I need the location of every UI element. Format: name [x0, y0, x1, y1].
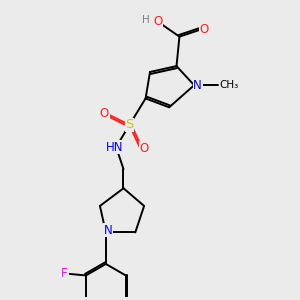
Text: O: O: [140, 142, 149, 155]
Text: CH₃: CH₃: [219, 80, 238, 90]
Text: N: N: [193, 79, 202, 92]
Text: N: N: [104, 224, 112, 237]
Text: F: F: [61, 268, 67, 281]
Text: O: O: [100, 107, 109, 120]
Text: O: O: [153, 15, 163, 28]
Text: S: S: [125, 118, 134, 131]
Text: H: H: [142, 15, 149, 26]
Text: HN: HN: [106, 141, 123, 154]
Text: O: O: [199, 23, 208, 36]
